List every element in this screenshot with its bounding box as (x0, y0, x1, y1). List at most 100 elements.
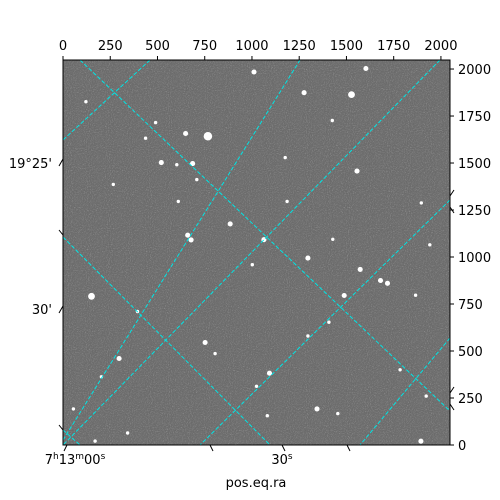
dec-tick (58, 229, 64, 236)
y-tick-label-4: 1000 (458, 251, 491, 266)
star-30 (202, 339, 208, 346)
plot-frame (62, 59, 451, 446)
star-38 (336, 411, 340, 416)
grid-line-0 (79, 60, 450, 412)
star-19 (331, 237, 335, 241)
star-37 (314, 406, 320, 412)
y-tick-label-1: 250 (458, 392, 483, 407)
grid-line-5 (199, 199, 450, 445)
star-35 (254, 384, 259, 388)
star-12 (283, 155, 287, 160)
star-39 (265, 414, 269, 418)
grid-line-6 (359, 337, 450, 445)
x-tick-label-2: 500 (145, 39, 170, 54)
star-8 (354, 168, 360, 174)
star-40 (418, 438, 424, 444)
star-51 (143, 136, 148, 140)
dec-tick-label-1: 19°25' (9, 157, 52, 172)
ra-ticks (63, 444, 351, 452)
star-48 (424, 394, 428, 398)
ra-tick (281, 444, 286, 452)
star-11 (190, 161, 196, 167)
y-tick-label-8: 2000 (458, 63, 491, 78)
star-0 (251, 69, 257, 75)
x-axis-title: pos.eq.ra (226, 476, 287, 491)
dec-tick (58, 305, 64, 314)
star-29 (306, 334, 310, 338)
right-pixel-axis: 0 250 500 750 1000 1250 1500 1750 2000 (450, 63, 491, 454)
star-24 (341, 292, 347, 299)
star-49 (176, 199, 180, 204)
star-6 (153, 120, 158, 125)
star-7 (84, 100, 88, 104)
star-31 (213, 351, 217, 356)
x-tick-label-7: 1750 (377, 39, 410, 54)
image-background (63, 60, 450, 445)
x-tick-label-3: 750 (192, 39, 217, 54)
ra-tick-label-1: 7h13m00s (45, 452, 106, 468)
sky-image (63, 60, 450, 445)
star-14 (111, 182, 116, 187)
star-26 (88, 292, 95, 300)
star-9 (158, 160, 164, 166)
x-tick-label-0: 0 (59, 39, 67, 54)
y-tick-label-7: 1750 (458, 110, 491, 125)
star-46 (419, 201, 423, 205)
star-34 (266, 370, 273, 376)
star-13 (195, 177, 199, 182)
star-16 (188, 237, 194, 243)
y-tick-label-3: 750 (458, 298, 483, 313)
dec-ticks (58, 158, 455, 431)
star-36 (71, 407, 76, 411)
grid-line-7 (63, 429, 81, 445)
star-10 (175, 163, 179, 167)
dec-tick-label-2: 30' (32, 303, 52, 318)
ra-tick (209, 444, 214, 452)
star-3 (301, 90, 307, 96)
x-tick-label-5: 1250 (283, 39, 316, 54)
star-17 (227, 221, 233, 227)
ra-tick (63, 444, 68, 452)
y-tick-label-2: 500 (458, 345, 483, 360)
y-tick-label-6: 1500 (458, 157, 491, 172)
star-28 (327, 320, 331, 324)
star-23 (384, 280, 391, 286)
star-15 (185, 232, 191, 238)
x-tick-label-6: 1500 (330, 39, 363, 54)
star-50 (330, 118, 334, 123)
star-47 (398, 368, 402, 372)
star-43 (428, 243, 432, 247)
top-pixel-axis: 0 250 500 750 1000 1250 1500 1750 2000 (59, 39, 457, 60)
star-4 (203, 132, 213, 141)
star-2 (348, 91, 355, 98)
stars-layer (71, 65, 432, 444)
y-tick-label-5: 1250 (458, 204, 491, 219)
grid-line-2 (63, 60, 301, 441)
star-44 (357, 266, 363, 272)
star-42 (125, 431, 130, 435)
dec-tick (449, 189, 455, 197)
star-1 (363, 65, 369, 72)
dec-tick (58, 158, 64, 167)
star-45 (285, 199, 289, 204)
grid-line-1 (63, 236, 271, 445)
star-32 (116, 355, 122, 362)
dec-tick (58, 424, 64, 431)
x-tick-label-8: 2000 (424, 39, 457, 54)
dec-tick (449, 386, 455, 394)
star-41 (93, 439, 97, 443)
star-25 (413, 293, 418, 297)
y-tick-label-0: 0 (458, 439, 466, 454)
coordinate-grid (63, 60, 450, 445)
ra-tick-label-2: 30s (271, 452, 293, 468)
star-22 (377, 277, 384, 284)
grid-line-3 (63, 60, 151, 141)
x-tick-label-1: 250 (98, 39, 123, 54)
ra-tick (346, 444, 351, 452)
star-5 (183, 130, 189, 137)
dec-tick (449, 206, 455, 214)
dec-tick (449, 403, 455, 411)
star-20 (305, 255, 311, 261)
x-tick-label-4: 1000 (235, 39, 268, 54)
